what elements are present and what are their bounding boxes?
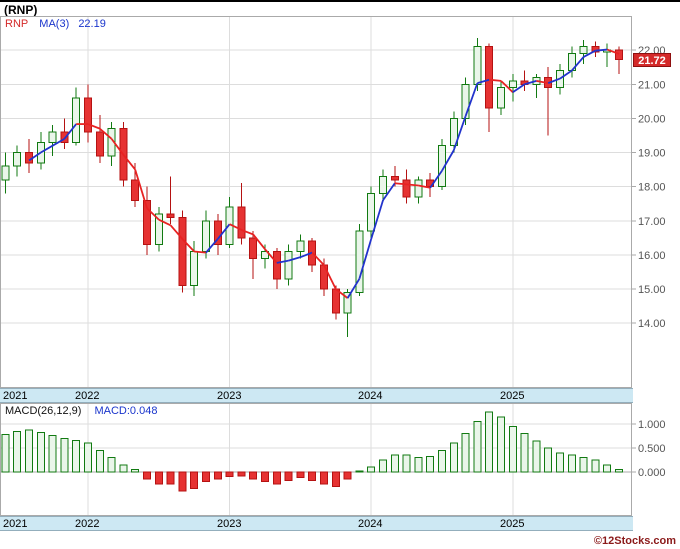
year-label: 2024 xyxy=(358,518,383,530)
price-legend: RNP MA(3) 22.19 xyxy=(5,18,112,30)
year-label: 2021 xyxy=(3,518,28,530)
symbol-title: (RNP) xyxy=(4,3,38,17)
svg-text:17.00: 17.00 xyxy=(638,216,666,228)
svg-text:15.00: 15.00 xyxy=(638,284,666,296)
macd-value: MACD:0.048 xyxy=(94,405,158,417)
copyright-text: ©12Stocks.com xyxy=(593,535,676,547)
svg-text:16.00: 16.00 xyxy=(638,250,666,262)
svg-text:0.000: 0.000 xyxy=(638,467,666,479)
svg-text:0.500: 0.500 xyxy=(638,443,666,455)
svg-text:1.000: 1.000 xyxy=(638,419,666,431)
svg-text:20.00: 20.00 xyxy=(638,113,666,125)
x-axis-years-bottom: 2021 2022 2023 2024 2025 xyxy=(0,516,633,531)
year-label: 2025 xyxy=(500,390,525,402)
year-label: 2021 xyxy=(3,390,28,402)
year-label: 2022 xyxy=(75,518,100,530)
svg-text:19.00: 19.00 xyxy=(638,148,666,160)
macd-legend: MACD(26,12,9) MACD:0.048 xyxy=(5,405,157,417)
chart-header: (RNP) xyxy=(0,0,680,17)
year-label: 2025 xyxy=(500,518,525,530)
svg-text:21.00: 21.00 xyxy=(638,79,666,91)
price-candlestick-chart: 14.00 15.00 16.00 17.00 18.00 19.00 20.00 21.00… xyxy=(0,16,666,388)
svg-text:14.00: 14.00 xyxy=(638,318,666,330)
legend-symbol: RNP xyxy=(5,18,29,30)
last-price-badge: 21.72 xyxy=(633,53,671,67)
svg-text:18.00: 18.00 xyxy=(638,182,666,194)
macd-histogram-chart: 0.000 0.500 1.000 xyxy=(0,403,666,516)
x-axis-years-top: 2021 2022 2023 2024 2025 xyxy=(0,388,633,403)
year-label: 2022 xyxy=(75,390,100,402)
year-label: 2024 xyxy=(358,390,383,402)
footer: ©12Stocks.com xyxy=(0,531,676,547)
legend-ma-label: MA(3) xyxy=(39,18,70,30)
year-label: 2023 xyxy=(217,390,242,402)
macd-label: MACD(26,12,9) xyxy=(5,405,82,417)
year-label: 2023 xyxy=(217,518,242,530)
legend-ma-value: 22.19 xyxy=(78,18,106,30)
